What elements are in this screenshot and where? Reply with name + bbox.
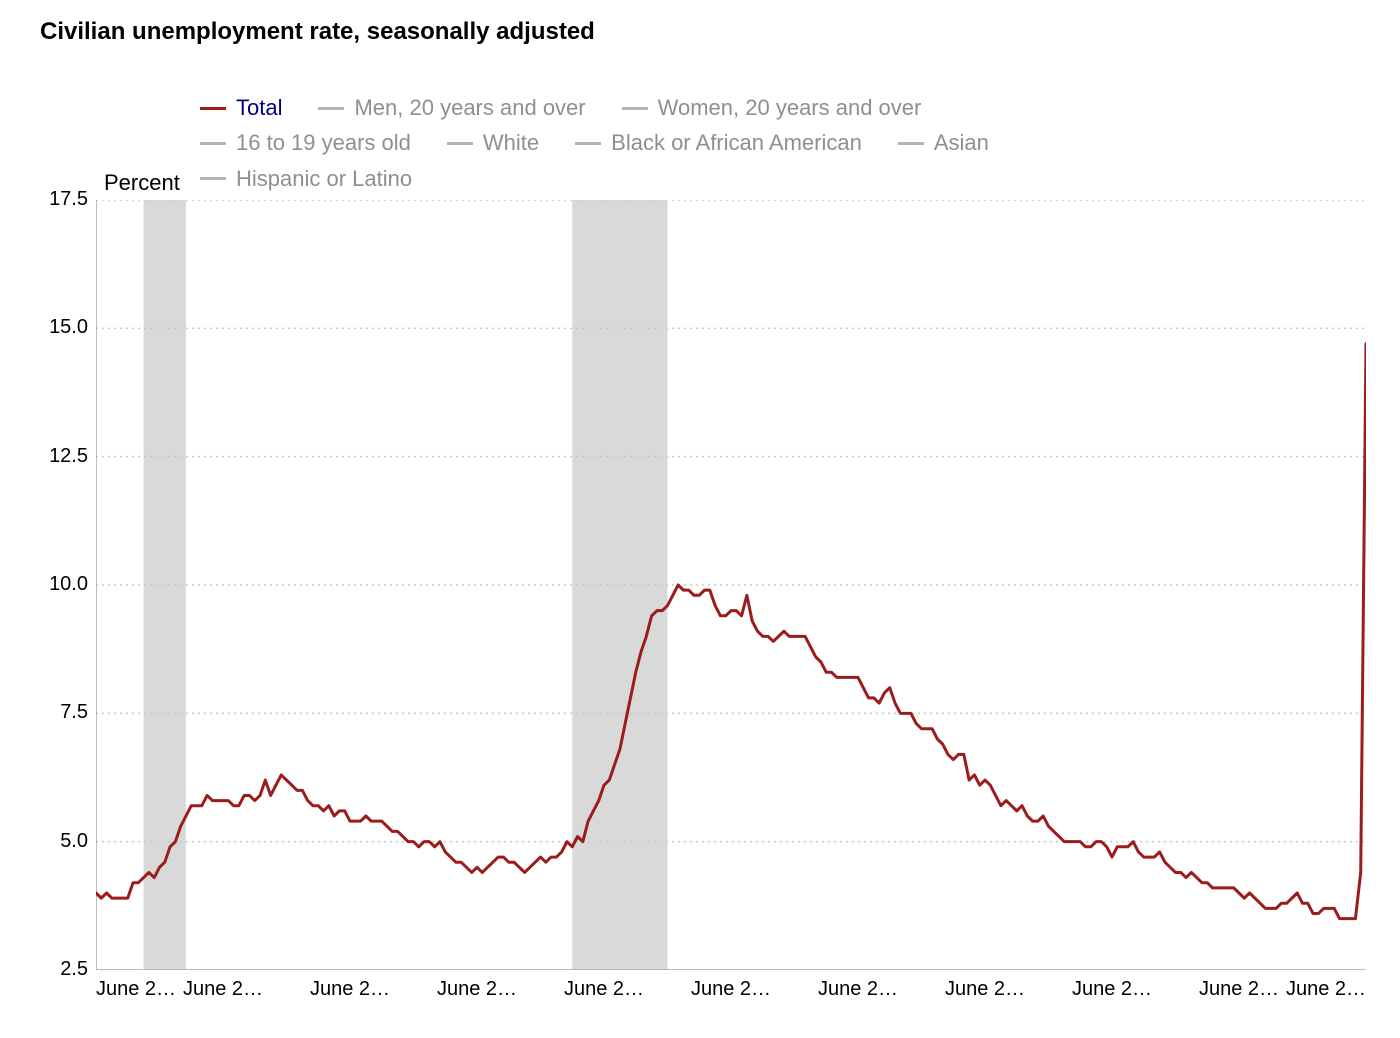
legend-label: Black or African American <box>611 126 862 160</box>
recession-band <box>144 200 186 970</box>
legend-label: Asian <box>934 126 989 160</box>
legend-label: Total <box>236 91 282 125</box>
legend-item-asian[interactable]: Asian <box>898 126 989 160</box>
legend-label: White <box>483 126 539 160</box>
legend-swatch <box>622 107 648 110</box>
chart-title: Civilian unemployment rate, seasonally a… <box>40 18 595 46</box>
x-tick-label: June 2… <box>691 978 771 1001</box>
y-tick-label: 2.5 <box>28 958 88 981</box>
y-tick-label: 17.5 <box>28 188 88 211</box>
legend-swatch <box>575 142 601 145</box>
y-axis-title: Percent <box>104 170 180 196</box>
x-tick-label: June 2… <box>1199 978 1279 1001</box>
chart-plot-area <box>96 200 1366 970</box>
chart-page: Civilian unemployment rate, seasonally a… <box>0 0 1400 1038</box>
legend-swatch <box>200 107 226 110</box>
legend-item-hispanic-or-latino[interactable]: Hispanic or Latino <box>200 162 412 196</box>
x-tick-label: June 2… <box>1072 978 1152 1001</box>
x-tick-label: June 2… <box>437 978 517 1001</box>
y-tick-label: 5.0 <box>28 830 88 853</box>
legend-item-total[interactable]: Total <box>200 91 282 125</box>
chart-legend: Total Men, 20 years and over Women, 20 yea… <box>200 90 1200 196</box>
x-tick-label: June 2… <box>310 978 390 1001</box>
legend-label: 16 to 19 years old <box>236 126 411 160</box>
chart-svg <box>96 200 1366 970</box>
legend-item-black-or-african-american[interactable]: Black or African American <box>575 126 862 160</box>
legend-item-16-to-19-years-old[interactable]: 16 to 19 years old <box>200 126 411 160</box>
y-tick-label: 12.5 <box>28 445 88 468</box>
legend-item-women-20-years-and-over[interactable]: Women, 20 years and over <box>622 91 922 125</box>
legend-swatch <box>318 107 344 110</box>
legend-swatch <box>898 142 924 145</box>
x-tick-label: June 2… <box>945 978 1025 1001</box>
y-tick-label: 10.0 <box>28 573 88 596</box>
y-tick-label: 7.5 <box>28 701 88 724</box>
legend-item-men-20-years-and-over[interactable]: Men, 20 years and over <box>318 91 585 125</box>
legend-swatch <box>200 142 226 145</box>
series-line-total <box>96 344 1366 919</box>
x-tick-label: June 2… <box>1286 978 1366 1001</box>
legend-item-white[interactable]: White <box>447 126 539 160</box>
legend-label: Hispanic or Latino <box>236 162 412 196</box>
x-tick-label: June 2… <box>564 978 644 1001</box>
legend-label: Women, 20 years and over <box>658 91 922 125</box>
legend-label: Men, 20 years and over <box>354 91 585 125</box>
x-tick-label: June 2… <box>183 978 263 1001</box>
y-tick-label: 15.0 <box>28 316 88 339</box>
legend-swatch <box>447 142 473 145</box>
legend-swatch <box>200 177 226 180</box>
x-tick-label: June 2… <box>96 978 176 1001</box>
x-tick-label: June 2… <box>818 978 898 1001</box>
